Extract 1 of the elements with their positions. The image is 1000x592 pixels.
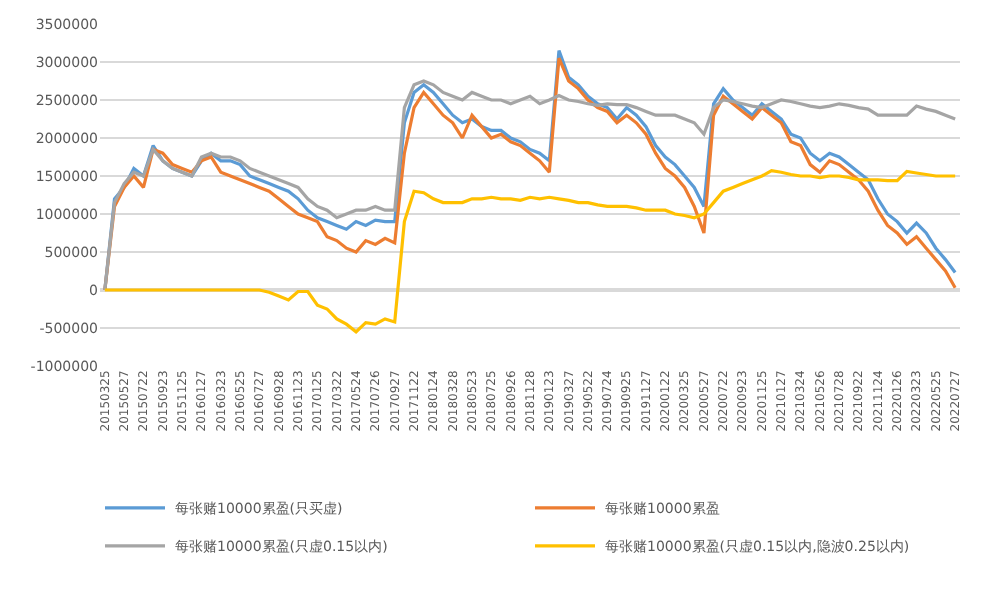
line-series <box>103 169 957 334</box>
